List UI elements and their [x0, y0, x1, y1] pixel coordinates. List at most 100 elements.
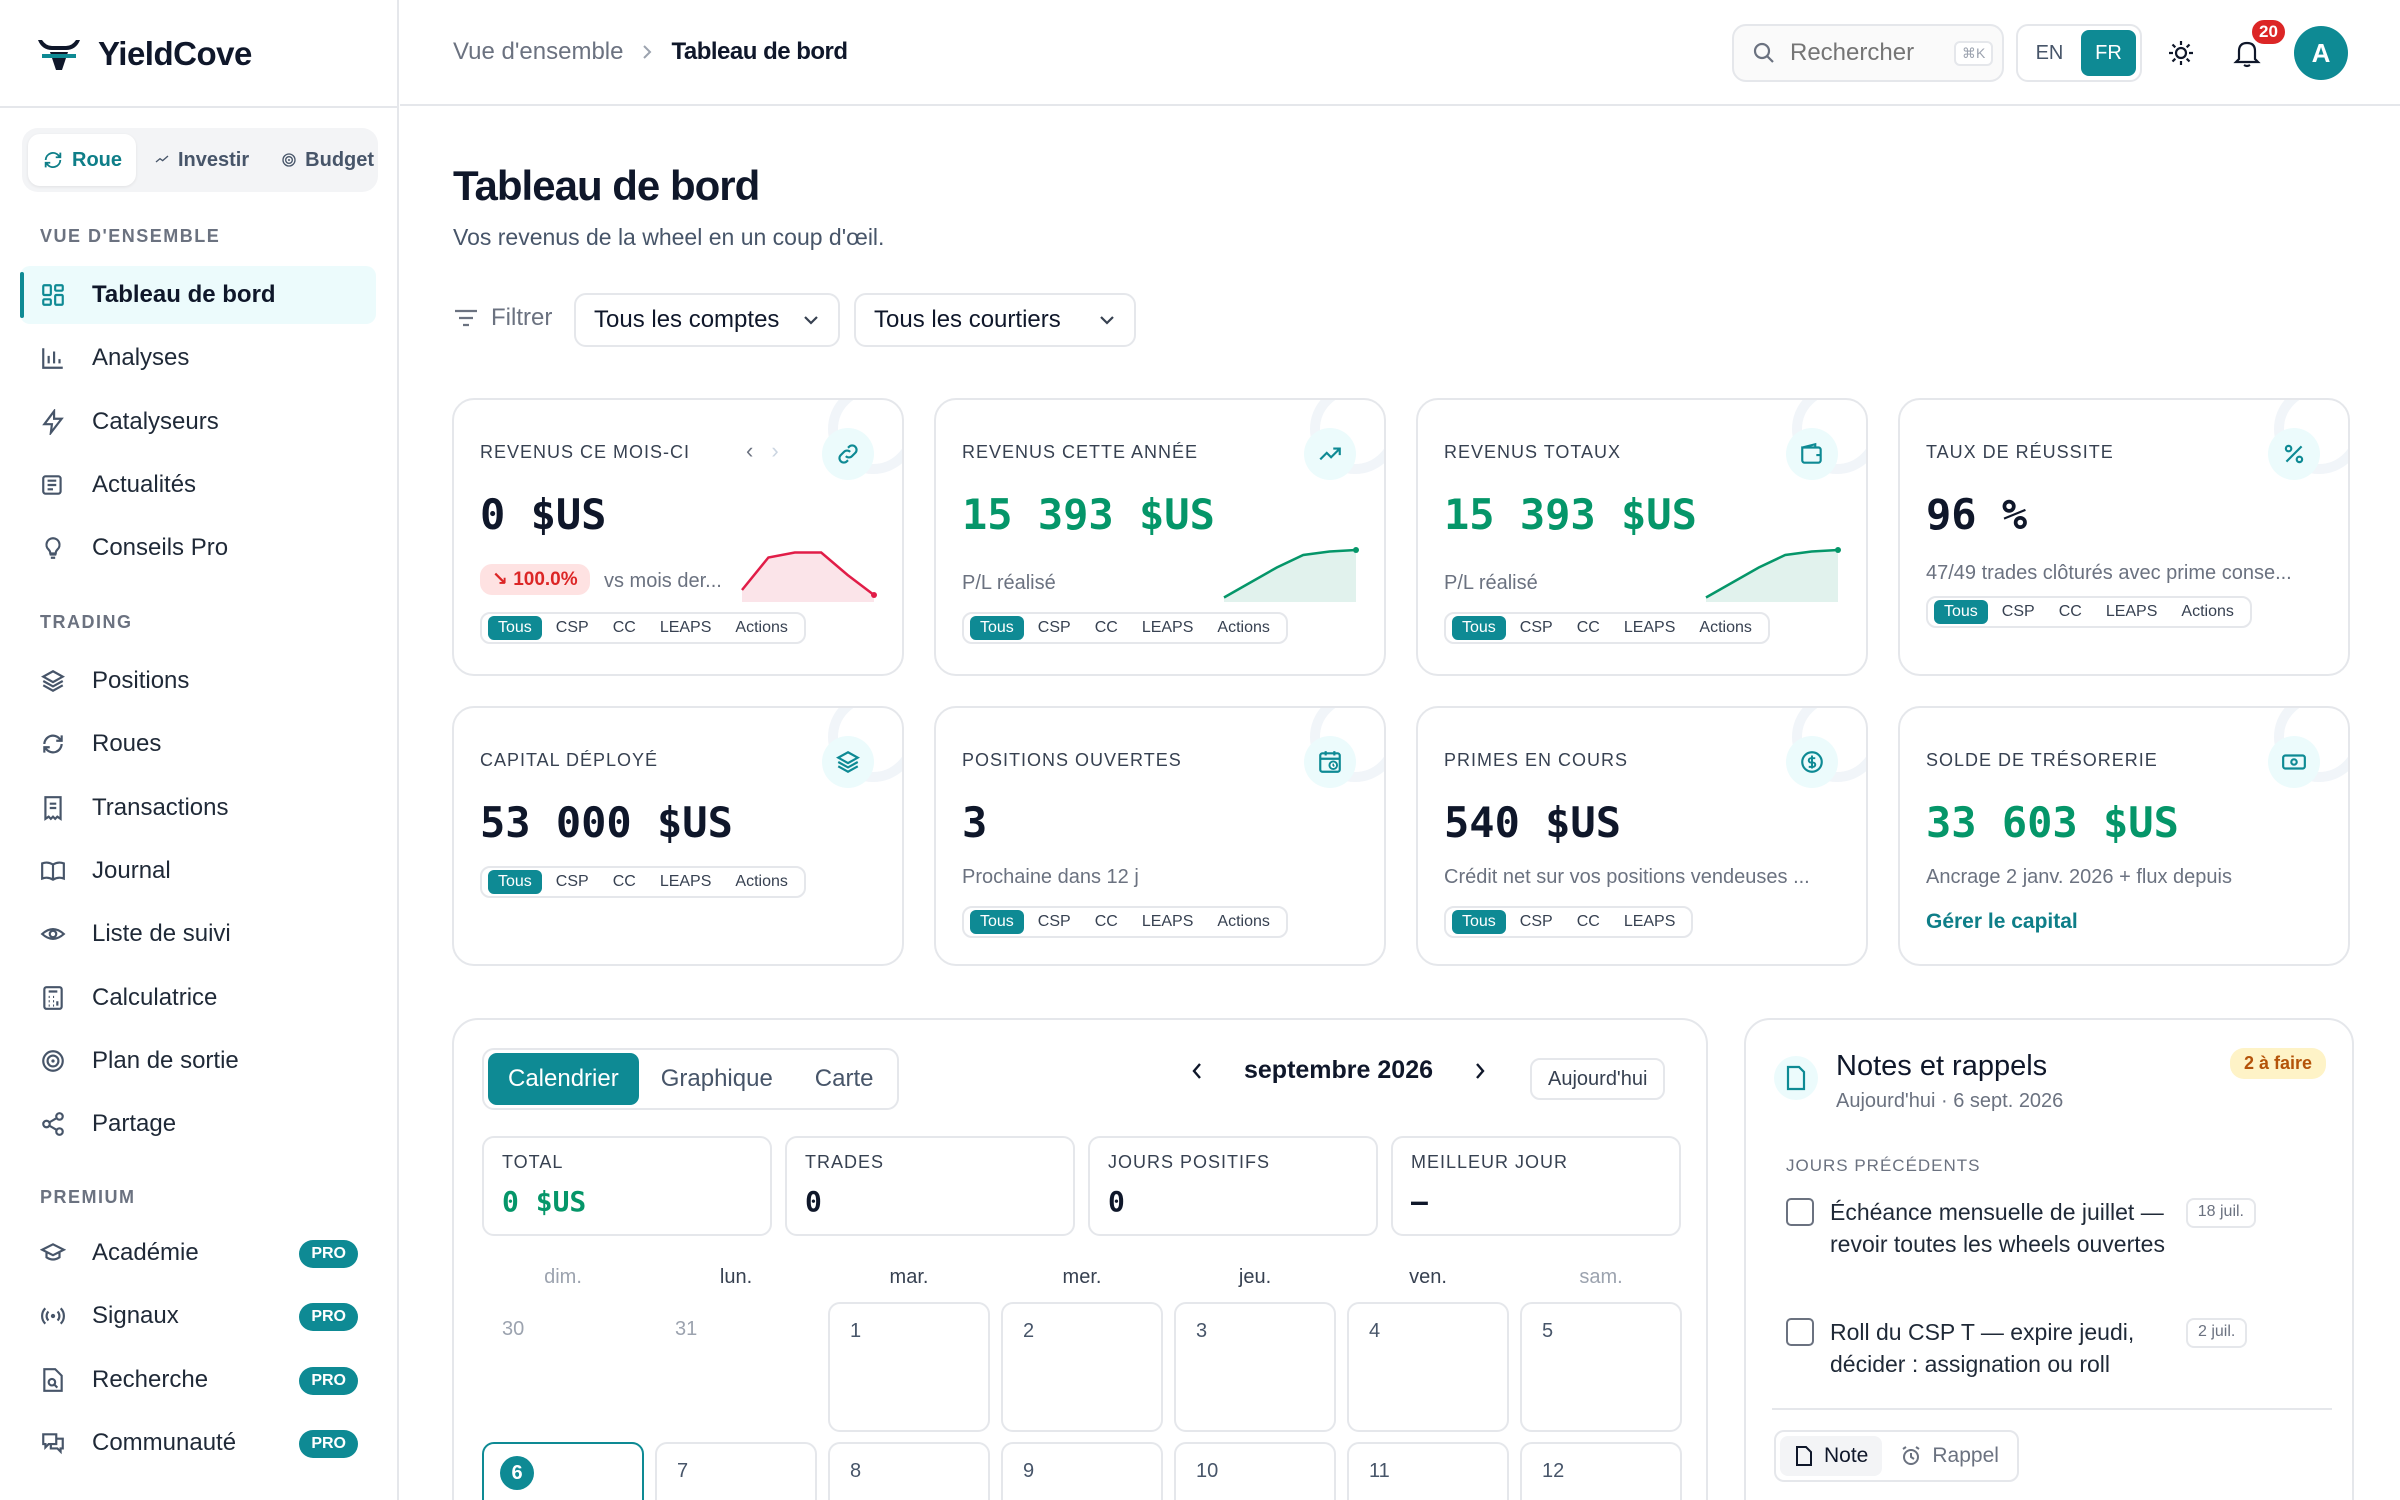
app-logo[interactable]: YieldCove — [36, 32, 252, 76]
pill-actions[interactable]: Actions — [735, 873, 788, 890]
calendar-day[interactable]: 4 — [1347, 1302, 1509, 1432]
pill-actions[interactable]: Actions — [2181, 603, 2234, 620]
day-number: 3 — [1196, 1320, 1208, 1342]
pill-tous[interactable]: Tous — [488, 616, 542, 640]
pill-csp[interactable]: CSP — [555, 873, 589, 890]
mode-roue-button[interactable]: Roue — [28, 134, 136, 186]
pill-leaps[interactable]: LEAPS — [1141, 619, 1194, 636]
sidebar-item-recherche[interactable]: Recherche PRO — [20, 1351, 376, 1409]
sidebar-item-conseils-pro[interactable]: Conseils Pro — [20, 519, 376, 577]
filter-button[interactable]: Filtrer — [453, 304, 552, 332]
mode-budget-button[interactable]: Budget — [267, 134, 388, 186]
prev-month-icon[interactable] — [1190, 1061, 1204, 1081]
calendar-day[interactable]: 3 — [1174, 1302, 1336, 1432]
breadcrumb-item-overview[interactable]: Vue d'ensemble — [453, 38, 624, 65]
search-box[interactable]: ⌘K — [1732, 24, 2004, 82]
mode-investir-button[interactable]: Investir — [140, 134, 263, 186]
calendar-day[interactable]: 7 — [655, 1442, 817, 1500]
tab-calendar[interactable]: Calendrier — [488, 1053, 639, 1105]
pill-cc[interactable]: CC — [612, 873, 636, 890]
sidebar-item-partage[interactable]: Partage — [20, 1095, 376, 1153]
calendar-day[interactable]: 2 — [1001, 1302, 1163, 1432]
broker-select[interactable]: Tous les courtiers — [854, 293, 1136, 347]
sidebar-item-tableau-de-bord[interactable]: Tableau de bord — [20, 266, 376, 324]
user-avatar[interactable]: A — [2294, 26, 2348, 80]
pill-leaps[interactable]: LEAPS — [1141, 913, 1194, 930]
reminder-tab[interactable]: Rappel — [1886, 1436, 2013, 1476]
pill-tous[interactable]: Tous — [1452, 616, 1506, 640]
next-month-icon[interactable] — [1473, 1061, 1487, 1081]
sidebar-item-signaux[interactable]: Signaux PRO — [20, 1287, 376, 1345]
pill-tous[interactable]: Tous — [1934, 600, 1988, 624]
pill-cc[interactable]: CC — [1094, 913, 1118, 930]
pill-leaps[interactable]: LEAPS — [2105, 603, 2158, 620]
pill-tous[interactable]: Tous — [970, 910, 1024, 934]
next-month-button[interactable]: › — [771, 438, 779, 463]
notes-date: Aujourd'hui · 6 sept. 2026 — [1836, 1090, 2064, 1112]
calendar-day[interactable]: 10 — [1174, 1442, 1336, 1500]
pill-cc[interactable]: CC — [1576, 619, 1600, 636]
sidebar-item-positions[interactable]: Positions — [20, 652, 376, 710]
todo-checkbox[interactable] — [1786, 1198, 1814, 1226]
calendar-day[interactable]: 6 — [482, 1442, 644, 1500]
sidebar-item-acad-mie[interactable]: Académie PRO — [20, 1224, 376, 1282]
tab-chart[interactable]: Graphique — [660, 1065, 773, 1092]
pill-csp[interactable]: CSP — [1519, 619, 1553, 636]
day-number: 4 — [1369, 1320, 1381, 1342]
pill-actions[interactable]: Actions — [735, 619, 788, 636]
pill-csp[interactable]: CSP — [1037, 913, 1071, 930]
pill-cc[interactable]: CC — [2058, 603, 2082, 620]
pill-tous[interactable]: Tous — [488, 870, 542, 894]
calendar-day[interactable]: 5 — [1520, 1302, 1682, 1432]
pill-cc[interactable]: CC — [1576, 913, 1600, 930]
lang-en-button[interactable]: EN — [2035, 41, 2064, 64]
pill-leaps[interactable]: LEAPS — [659, 873, 712, 890]
sidebar-item-actualit-s[interactable]: Actualités — [20, 456, 376, 514]
kpi-card: REVENUS CETTE ANNÉE 15 393 $US P/L réalisé… — [934, 398, 1386, 676]
sidebar-item-communaut-[interactable]: Communauté PRO — [20, 1414, 376, 1472]
prev-month-button[interactable]: ‹ — [746, 438, 754, 463]
pill-csp[interactable]: CSP — [555, 619, 589, 636]
pill-csp[interactable]: CSP — [1519, 913, 1553, 930]
sidebar-item-liste-de-suivi[interactable]: Liste de suivi — [20, 905, 376, 963]
calendar-day[interactable]: 1 — [828, 1302, 990, 1432]
pill-csp[interactable]: CSP — [1037, 619, 1071, 636]
lang-fr-button[interactable]: FR — [2081, 30, 2136, 76]
pill-csp[interactable]: CSP — [2001, 603, 2035, 620]
calendar-day[interactable]: 9 — [1001, 1442, 1163, 1500]
tab-map[interactable]: Carte — [814, 1065, 874, 1092]
pill-leaps[interactable]: LEAPS — [1623, 913, 1676, 930]
calendar-day[interactable]: 12 — [1520, 1442, 1682, 1500]
pill-cc[interactable]: CC — [612, 619, 636, 636]
pill-leaps[interactable]: LEAPS — [659, 619, 712, 636]
sidebar-item-label: Plan de sortie — [92, 1046, 239, 1074]
day-number: 1 — [850, 1320, 862, 1342]
pill-actions[interactable]: Actions — [1699, 619, 1752, 636]
theme-toggle-button[interactable] — [2158, 30, 2204, 76]
today-button[interactable]: Aujourd'hui — [1530, 1058, 1666, 1100]
sidebar-item-roues[interactable]: Roues — [20, 715, 376, 773]
sidebar-item-transactions[interactable]: Transactions — [20, 779, 376, 837]
sidebar-item-plan-de-sortie[interactable]: Plan de sortie — [20, 1032, 376, 1090]
pill-tous[interactable]: Tous — [1452, 910, 1506, 934]
book-icon — [41, 861, 65, 881]
sidebar-item-calculatrice[interactable]: Calculatrice — [20, 969, 376, 1027]
notifications-button[interactable]: 20 — [2224, 18, 2287, 76]
pill-cc[interactable]: CC — [1094, 619, 1118, 636]
pill-leaps[interactable]: LEAPS — [1623, 619, 1676, 636]
calendar-day[interactable]: 8 — [828, 1442, 990, 1500]
pill-tous[interactable]: Tous — [970, 616, 1024, 640]
manage-capital-link[interactable]: Gérer le capital — [1926, 910, 2078, 933]
pill-actions[interactable]: Actions — [1217, 913, 1270, 930]
sidebar-item-journal[interactable]: Journal — [20, 842, 376, 900]
note-tab[interactable]: Note — [1780, 1436, 1883, 1476]
card-label: CAPITAL DÉPLOYÉ — [480, 750, 659, 770]
account-select[interactable]: Tous les comptes — [574, 293, 840, 347]
calendar-day[interactable]: 11 — [1347, 1442, 1509, 1500]
sidebar-item-label: Partage — [92, 1110, 177, 1138]
sidebar-item-analyses[interactable]: Analyses — [20, 329, 376, 387]
search-input[interactable] — [1790, 39, 1940, 67]
pill-actions[interactable]: Actions — [1217, 619, 1270, 636]
sidebar-item-catalyseurs[interactable]: Catalyseurs — [20, 393, 376, 451]
todo-checkbox[interactable] — [1786, 1318, 1814, 1346]
